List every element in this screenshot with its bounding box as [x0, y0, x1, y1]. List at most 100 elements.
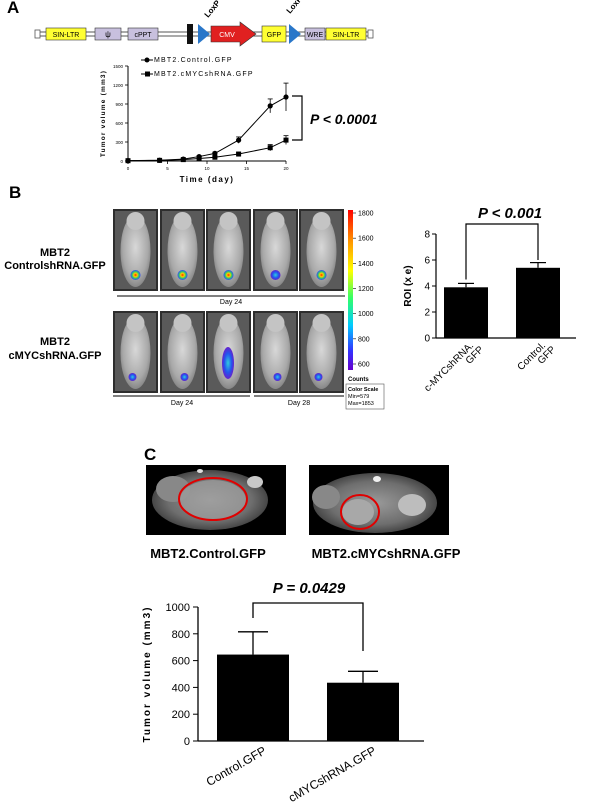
c-y-tick-label: 600 [172, 656, 190, 668]
color-bar-tick-label: 800 [358, 336, 370, 343]
mouse-head [219, 212, 238, 230]
a-point-shrna [236, 151, 242, 157]
color-bar [348, 210, 353, 370]
mouse-body [260, 215, 291, 287]
mouse-body [167, 215, 198, 287]
a-y-tick-label: 300 [115, 140, 123, 145]
b-bar [516, 267, 560, 338]
construct-stop-block [187, 24, 193, 44]
mouse-body [260, 317, 291, 389]
mouse-head [266, 314, 285, 332]
a-point-control [283, 94, 289, 100]
a-point-control [212, 150, 218, 156]
day-row1: Day 24 [220, 299, 242, 306]
color-bar-tick-label: 1400 [358, 261, 374, 268]
pvalue-a: P < 0.0001 [310, 111, 378, 127]
mouse-body [120, 317, 151, 389]
c-category-label: cMYCshRNA.GFP [286, 743, 378, 804]
a-x-axis-title: Time (day) [180, 175, 235, 184]
day-row2b: Day 28 [288, 400, 310, 407]
pvalue-c: P = 0.0429 [273, 580, 346, 597]
mouse-body [306, 215, 337, 287]
construct-wre-label: WRE [307, 32, 324, 39]
c-bar [217, 654, 289, 741]
a-x-tick-label: 10 [204, 166, 210, 171]
a-x-tick-label: 0 [127, 166, 130, 171]
loxp-label-1: LoxP [203, 0, 223, 19]
luminescence-signal [314, 373, 323, 381]
panel-a-label: A [7, 0, 20, 17]
a-point-shrna [196, 155, 202, 161]
a-point-shrna [125, 158, 131, 164]
a-x-tick-label: 5 [166, 166, 169, 171]
a-series-line-control [127, 96, 287, 162]
color-scale-line2: Min=579 [348, 394, 369, 400]
tumor-volume-bar-chart: 0 200 400 600 800 1000 Tumor volume (mm3) Contr… [142, 602, 424, 805]
b-y-tick-label: 4 [424, 282, 430, 293]
a-point-control [236, 137, 242, 143]
c-y-tick-label: 0 [184, 736, 190, 748]
mri-image-shrna [309, 465, 449, 535]
mouse-head [126, 212, 145, 230]
a-y-tick-label: 1200 [113, 83, 124, 88]
legend-shrna-text: MBT2.cMYCshRNA.GFP [154, 71, 254, 78]
a-point-control [267, 103, 273, 109]
b-y-tick-label: 2 [424, 308, 430, 319]
b-y-tick-label: 6 [424, 256, 430, 267]
mri-label-shrna: MBT2.cMYCshRNA.GFP [312, 546, 461, 561]
color-bar-tick-label: 600 [358, 362, 370, 369]
mouse-head [312, 314, 331, 332]
a-point-shrna [267, 145, 273, 151]
c-y-axis-title: Tumor volume (mm3) [142, 606, 153, 743]
row1-label-line2: ControlshRNA.GFP [4, 260, 105, 272]
mouse-head [219, 314, 238, 332]
row1-label-line1: MBT2 [40, 247, 70, 259]
construct-sin-ltr-5-label: SIN-LTR [53, 32, 80, 39]
construct-gfp [261, 25, 287, 43]
c-y-tick-label: 1000 [166, 602, 190, 614]
c-y-tick-label: 400 [172, 682, 190, 694]
construct-gfp-label: GFP [267, 32, 282, 39]
c-bar [327, 682, 399, 741]
mouse-body [213, 215, 244, 287]
c-category-label: Control.GFP [204, 743, 269, 788]
mouse-head [312, 212, 331, 230]
counts-label: Counts [348, 377, 369, 383]
construct-sin-ltr-3 [325, 27, 367, 41]
a-x-tick-label: 20 [283, 166, 289, 171]
a-y-tick-label: 0 [120, 159, 123, 164]
luminescence-signal [222, 347, 234, 379]
bioluminescence-image-grid [113, 209, 344, 393]
pvalue-bracket-a [292, 95, 303, 141]
pvalue-b: P < 0.001 [478, 205, 542, 222]
construct-sin-ltr-3-label: SIN-LTR [333, 32, 360, 39]
a-point-shrna [212, 154, 218, 160]
color-scale-box [345, 383, 385, 410]
construct-loxp-2 [289, 24, 301, 44]
a-y-tick-label: 900 [115, 102, 123, 107]
mouse-head [173, 314, 192, 332]
a-y-tick-label: 600 [115, 121, 123, 126]
mouse-head [266, 212, 285, 230]
mri-label-control: MBT2.Control.GFP [150, 546, 266, 561]
b-category-label: c-MYCshRNA. [422, 340, 476, 394]
mouse-body [306, 317, 337, 389]
color-bar-tick-label: 1200 [358, 286, 374, 293]
b-y-tick-label: 8 [424, 230, 430, 241]
construct-loxp-1 [198, 24, 210, 44]
construct-sin-ltr-5 [45, 27, 87, 41]
tumor-outline-shrna [340, 494, 380, 530]
a-point-shrna [180, 157, 186, 163]
panel-c-label: C [144, 445, 156, 464]
construct-psi [94, 27, 122, 41]
tumor-outline-control [178, 477, 248, 521]
vector-construct-diagram: SIN-LTR ψ cPPT LoxP CMV GFP LoxP WRE SIN… [34, 0, 374, 47]
mouse-head [126, 314, 145, 332]
a-series-line-shrna [127, 139, 287, 162]
construct-cmv [210, 21, 257, 47]
a-point-shrna [283, 137, 289, 143]
luminescence-signal [177, 270, 188, 280]
b-y-axis-title: ROI (x e) [403, 265, 414, 306]
